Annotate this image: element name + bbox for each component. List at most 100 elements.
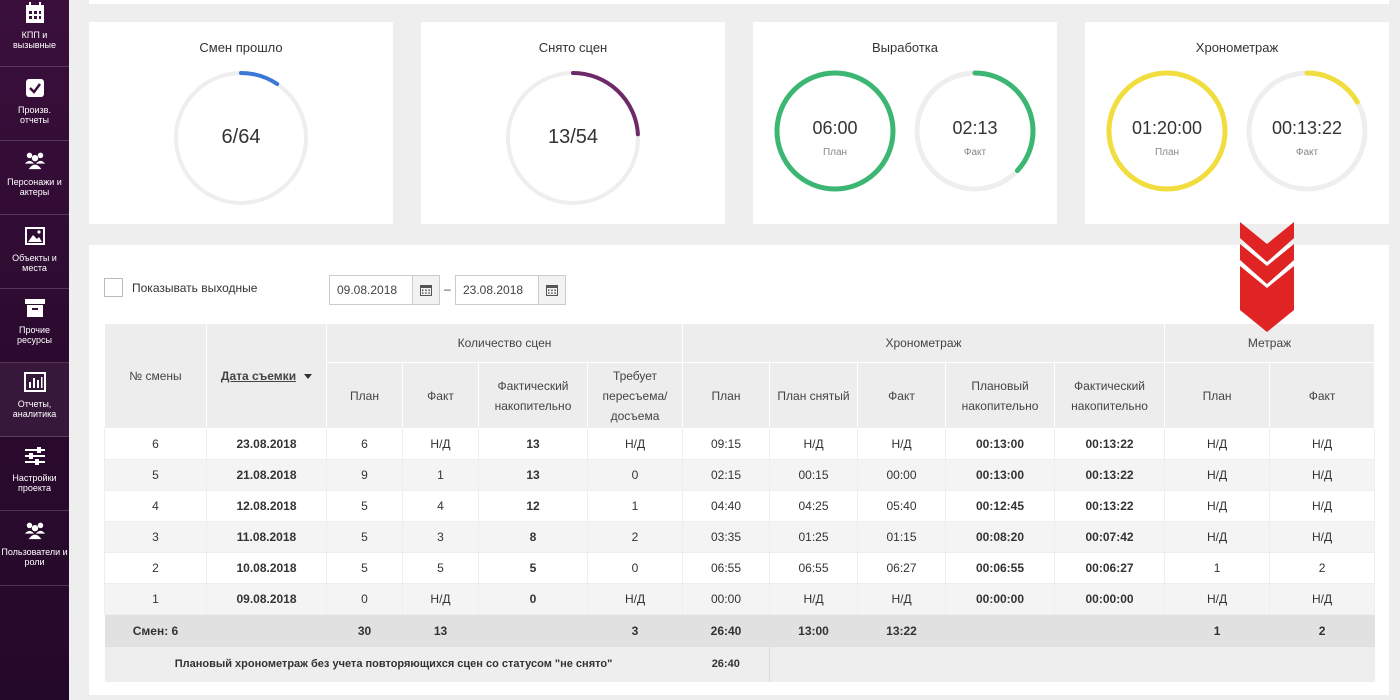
output-plan-value: 06:00 — [812, 118, 858, 138]
cell-shift-no: 6 — [104, 428, 207, 460]
timing-card: Хронометраж 01:20:00 План 00:13:22 Факт — [1085, 22, 1389, 224]
date-range-separator: – — [444, 282, 451, 296]
table-row[interactable]: 2 10.08.2018 5 5 5 0 06:55 06:55 06:27 00:06:55 00… — [104, 552, 1376, 584]
cell-timing-plan-shot: 06:55 — [769, 552, 859, 584]
show-weekends-checkbox[interactable] — [104, 278, 123, 297]
cell-scenes-plan: 0 — [326, 583, 403, 615]
output-fact-value: 02:13 — [952, 118, 998, 138]
shifts-progress-arc — [174, 71, 308, 205]
planned-timing-note-value: 26:40 — [682, 646, 770, 682]
show-weekends-label: Показывать выходные — [132, 280, 258, 295]
cell-timing-plan-shot: 04:25 — [769, 490, 859, 522]
calendar-icon — [24, 2, 46, 24]
date-to-field[interactable]: 23.08.2018 — [455, 275, 566, 305]
cell-scenes-cumulative: 8 — [478, 521, 588, 553]
timing-fact-value: 00:13:22 — [1271, 118, 1343, 138]
cell-scenes-fact: Н/Д — [402, 428, 479, 460]
caret-down-icon[interactable] — [304, 374, 313, 380]
timing-plan-circle — [1106, 70, 1228, 192]
sidebar-item-label: Отчеты, аналитика — [12, 399, 57, 419]
card-title: Хронометраж — [1195, 40, 1279, 55]
cell-length-plan: 1 — [1164, 552, 1271, 584]
show-weekends-toggle[interactable]: Показывать выходные — [104, 278, 257, 297]
col-scenes-fact: Факт — [402, 362, 479, 429]
sidebar-item-locations[interactable]: Объекты и места — [0, 215, 69, 289]
cell-timing-plan-shot: 00:15 — [769, 459, 859, 491]
table-row[interactable]: 4 12.08.2018 5 4 12 1 04:40 04:25 05:40 00:12:45 0… — [104, 490, 1376, 522]
col-timing-fact-cumulative: Фактический накопительно — [1054, 362, 1166, 429]
sidebar-item-analytics[interactable]: Отчеты, аналитика — [0, 363, 69, 437]
cell-scenes-reshoot: 0 — [586, 552, 684, 584]
calendar-icon[interactable] — [412, 276, 439, 304]
shifts-table: № смены Дата съемки Количество сцен Хрон… — [104, 323, 1376, 682]
cell-timing-fact: 05:40 — [857, 490, 947, 522]
col-scenes-plan: План — [326, 362, 403, 429]
cell-scenes-plan: 5 — [326, 490, 403, 522]
cell-shift-no: 5 — [104, 459, 207, 491]
sidebar: КПП и вызывные Произв. отчеты Персонажи … — [0, 0, 69, 700]
cell-timing-fact-cumulative: 00:06:27 — [1054, 552, 1166, 584]
scenes-card: Снято сцен 13/54 — [421, 22, 725, 224]
cell-scenes-fact: 5 — [402, 552, 479, 584]
image-icon — [24, 225, 46, 247]
date-from-field[interactable]: 09.08.2018 — [329, 275, 440, 305]
cell-shift-no: 2 — [104, 552, 207, 584]
shifts-progress-ring: 6/64 — [173, 70, 309, 206]
table-row[interactable]: 3 11.08.2018 5 3 8 2 03:35 01:25 01:15 00:08:20 00… — [104, 521, 1376, 553]
col-shoot-date[interactable]: Дата съемки — [206, 323, 327, 429]
total-scenes-plan: 30 — [326, 614, 403, 647]
output-fact-ring: 02:13 Факт — [914, 70, 1036, 192]
sidebar-item-reports[interactable]: Произв. отчеты — [0, 67, 69, 141]
cell-scenes-cumulative: 13 — [478, 459, 588, 491]
sidebar-item-resources[interactable]: Прочие ресурсы — [0, 289, 69, 363]
col-length-fact: Факт — [1269, 362, 1376, 429]
sidebar-item-label: Персонажи и актеры — [7, 177, 62, 197]
cell-length-plan: Н/Д — [1164, 490, 1271, 522]
table-row[interactable]: 1 09.08.2018 0 Н/Д 0 Н/Д 00:00 Н/Д Н/Д 00:00:00 00… — [104, 583, 1376, 615]
sidebar-item-characters[interactable]: Персонажи и актеры — [0, 141, 69, 215]
cell-timing-plan-cumulative: 00:06:55 — [945, 552, 1056, 584]
cell-timing-fact-cumulative: 00:07:42 — [1054, 521, 1166, 553]
sidebar-item-label: Объекты и места — [12, 253, 57, 273]
sidebar-item-kpp[interactable]: КПП и вызывные — [0, 0, 69, 67]
calendar-icon[interactable] — [538, 276, 565, 304]
col-timing-plan: План — [682, 362, 771, 429]
cell-scenes-cumulative: 5 — [478, 552, 588, 584]
checkbox-icon — [24, 77, 46, 99]
archive-icon — [24, 297, 46, 319]
sidebar-item-label: Произв. отчеты — [18, 105, 51, 125]
cell-scenes-reshoot: 1 — [586, 490, 684, 522]
cell-length-plan: Н/Д — [1164, 428, 1271, 460]
cell-timing-plan: 00:00 — [682, 583, 771, 615]
timing-fact-arc — [1246, 70, 1368, 192]
card-title: Выработка — [871, 40, 939, 55]
total-timing-plan: 26:40 — [682, 614, 770, 647]
cell-timing-fact-cumulative: 00:00:00 — [1054, 583, 1166, 615]
date-to-value[interactable]: 23.08.2018 — [463, 283, 524, 297]
cell-scenes-cumulative: 0 — [478, 583, 588, 615]
cell-length-fact: 2 — [1269, 552, 1376, 584]
cell-length-fact: Н/Д — [1269, 428, 1376, 460]
sidebar-item-label: Настройки проекта — [12, 473, 57, 493]
sidebar-item-settings[interactable]: Настройки проекта — [0, 437, 69, 511]
cell-timing-plan-shot: Н/Д — [769, 428, 859, 460]
table-row[interactable]: 5 21.08.2018 9 1 13 0 02:15 00:15 00:00 00:13:00 0… — [104, 459, 1376, 491]
col-scenes-cumulative: Фактический накопительно — [478, 362, 588, 429]
sliders-icon — [24, 445, 46, 467]
cell-length-fact: Н/Д — [1269, 490, 1376, 522]
sidebar-item-users[interactable]: Пользователи и роли — [0, 511, 69, 586]
cell-timing-fact: 00:00 — [857, 459, 947, 491]
cell-scenes-reshoot: Н/Д — [586, 583, 684, 615]
cell-scenes-fact: 4 — [402, 490, 479, 522]
date-from-value[interactable]: 09.08.2018 — [337, 283, 398, 297]
total-timing-fact: 13:22 — [857, 614, 946, 647]
cell-length-plan: Н/Д — [1164, 521, 1271, 553]
shifts-value: 6/64 — [221, 126, 261, 148]
sort-shoot-date[interactable]: Дата съемки — [220, 369, 297, 383]
table-row[interactable]: 6 23.08.2018 6 Н/Д 13 Н/Д 09:15 Н/Д Н/Д 00:13:00 0… — [104, 428, 1376, 460]
cell-scenes-cumulative: 13 — [478, 428, 588, 460]
cell-timing-plan-shot: Н/Д — [769, 583, 859, 615]
cell-shift-no: 3 — [104, 521, 207, 553]
sidebar-item-label: Прочие ресурсы — [17, 325, 52, 345]
cell-length-plan: Н/Д — [1164, 459, 1271, 491]
